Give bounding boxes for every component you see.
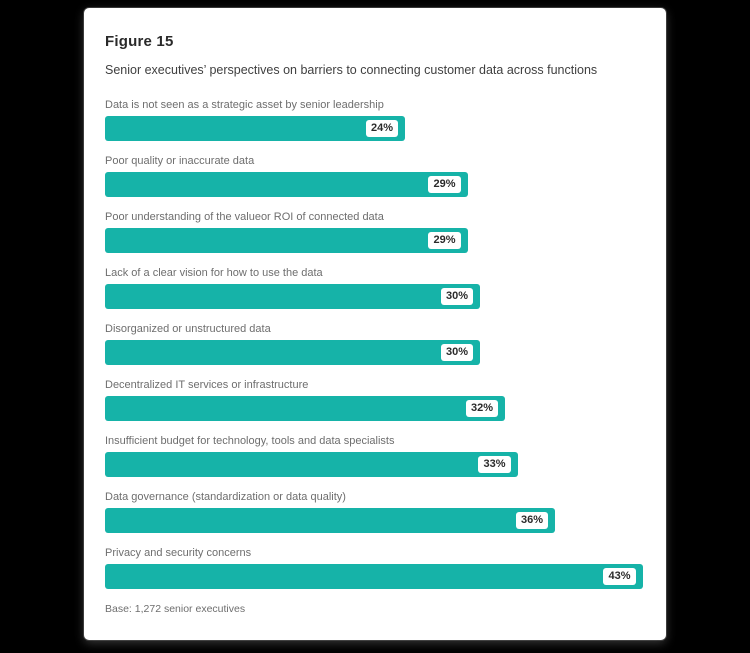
- bar-row: Lack of a clear vision for how to use th…: [105, 267, 645, 309]
- bar: 43%: [105, 564, 643, 589]
- bar-row: Poor quality or inaccurate data 29%: [105, 155, 645, 197]
- figure-card: Figure 15 Senior executives’ perspective…: [84, 8, 666, 640]
- bar-row: Disorganized or unstructured data 30%: [105, 323, 645, 365]
- bar: 29%: [105, 172, 468, 197]
- bar-row: Data is not seen as a strategic asset by…: [105, 99, 645, 141]
- value-badge: 24%: [365, 120, 398, 137]
- bar: 24%: [105, 116, 405, 141]
- bar-category-label: Disorganized or unstructured data: [105, 323, 271, 335]
- bar: 36%: [105, 508, 555, 533]
- value-badge: 29%: [428, 232, 461, 249]
- bar: 30%: [105, 340, 480, 365]
- bar-category-label: Decentralized IT services or infrastruct…: [105, 379, 309, 391]
- bar: 29%: [105, 228, 468, 253]
- value-badge: 30%: [440, 288, 473, 305]
- bar-category-label: Poor quality or inaccurate data: [105, 155, 255, 167]
- figure-title: Figure 15: [105, 33, 174, 50]
- bar: 33%: [105, 452, 518, 477]
- bar-category-label: Poor understanding of the valueor ROI of…: [105, 211, 384, 223]
- bar-category-label: Lack of a clear vision for how to use th…: [105, 267, 323, 279]
- bar-category-label: Data is not seen as a strategic asset by…: [105, 99, 384, 111]
- bar-chart: Data is not seen as a strategic asset by…: [105, 99, 645, 589]
- value-badge: 32%: [465, 400, 498, 417]
- value-badge: 30%: [440, 344, 473, 361]
- bar-row: Data governance (standardization or data…: [105, 491, 645, 533]
- value-badge: 36%: [515, 512, 548, 529]
- bar-category-label: Data governance (standardization or data…: [105, 491, 346, 503]
- value-badge: 33%: [478, 456, 511, 473]
- bar: 32%: [105, 396, 505, 421]
- bar: 30%: [105, 284, 480, 309]
- value-badge: 29%: [428, 176, 461, 193]
- base-note: Base: 1,272 senior executives: [105, 603, 246, 615]
- bar-row: Privacy and security concerns 43%: [105, 547, 645, 589]
- bar-category-label: Privacy and security concerns: [105, 547, 252, 559]
- bar-row: Decentralized IT services or infrastruct…: [105, 379, 645, 421]
- figure-subtitle: Senior executives’ perspectives on barri…: [105, 63, 598, 77]
- bar-row: Insufficient budget for technology, tool…: [105, 435, 645, 477]
- bar-category-label: Insufficient budget for technology, tool…: [105, 435, 395, 447]
- value-badge: 43%: [603, 568, 636, 585]
- bar-row: Poor understanding of the valueor ROI of…: [105, 211, 645, 253]
